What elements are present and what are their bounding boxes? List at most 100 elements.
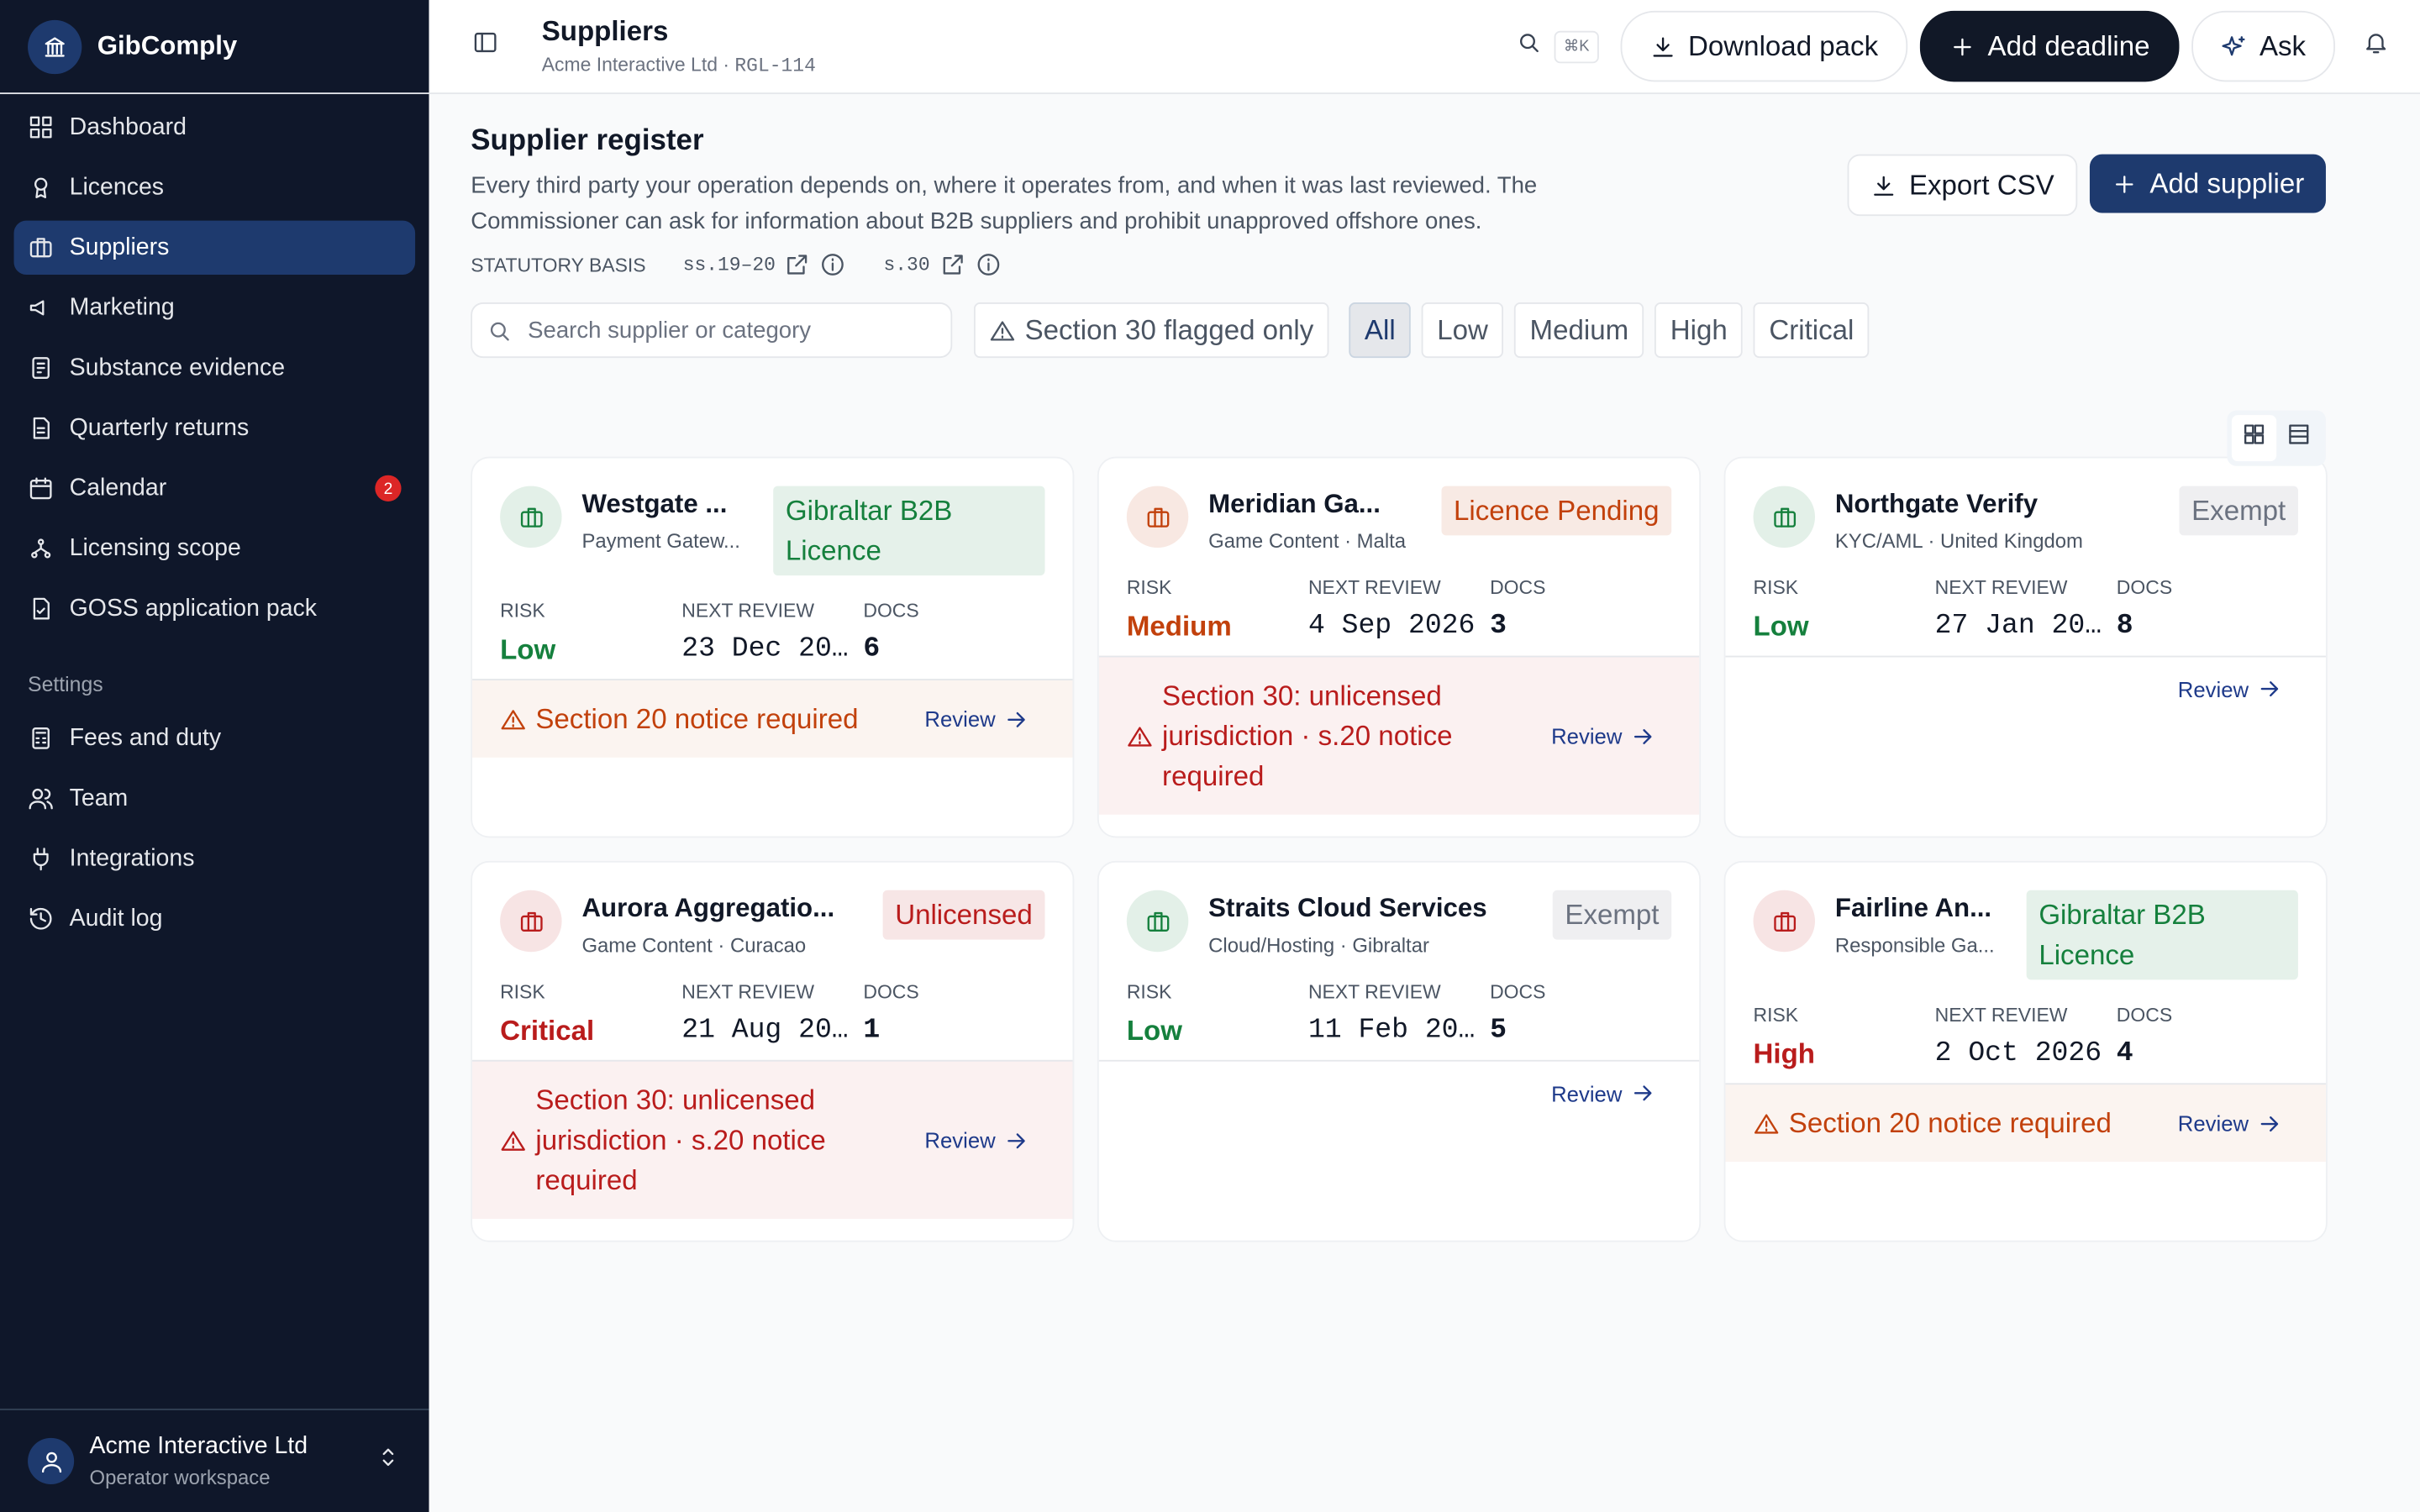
notifications[interactable]: [2363, 29, 2389, 63]
basis-label: STATUTORY BASIS: [471, 254, 646, 276]
view-toggle: [2227, 410, 2326, 466]
icon: [2115, 175, 2133, 192]
nav: Dashboard Licences Suppliers Marketing Subst…: [0, 100, 429, 635]
icon: [1874, 175, 1894, 195]
search-input[interactable]: Search supplier or category: [471, 302, 953, 359]
card-footer: Section 30: unlicensed jurisdiction · s.…: [472, 1059, 1073, 1220]
review-link[interactable]: Review: [1551, 1080, 1671, 1106]
review-link[interactable]: Review: [2178, 1110, 2298, 1137]
alert: Section 20 notice required: [1788, 1107, 2112, 1139]
stat-label: NEXT REVIEW: [1934, 576, 2068, 599]
list-view[interactable]: [2276, 415, 2321, 461]
icon: [2260, 1116, 2279, 1131]
nav-item[interactable]: Quarterly returns: [14, 402, 416, 455]
icon: [501, 1130, 525, 1150]
risk-filter[interactable]: High: [1655, 302, 1744, 359]
nav-item[interactable]: Suppliers: [13, 220, 416, 275]
stat-label: RISK: [1126, 981, 1172, 1003]
risk-value: Low: [1753, 611, 1809, 643]
download-button[interactable]: Download pack: [1620, 10, 1908, 82]
supplier-card[interactable]: Fairline An... Responsible Ga... Gibraltar…: [1723, 860, 2328, 1242]
nav-item[interactable]: GOSS application pack: [14, 581, 416, 635]
add-supplier-button[interactable]: Add supplier: [2089, 154, 2326, 213]
icon: [2244, 424, 2265, 444]
risk-filter[interactable]: Critical: [1753, 302, 1870, 359]
workspace-switcher[interactable]: Acme Interactive Ltd Operator workspace: [0, 1408, 429, 1512]
status-badge: Gibraltar B2B Licence: [2026, 890, 2298, 980]
stat-label: DOCS: [2116, 1004, 2173, 1026]
docs-count: 3: [1490, 611, 1507, 643]
nav-label: Marketing: [69, 293, 175, 321]
supplier-card[interactable]: Northgate Verify KYC/AML · United Kingdom…: [1723, 456, 2328, 838]
supplier-name: Fairline An...: [1834, 893, 1992, 923]
nav-label: GOSS application pack: [69, 595, 318, 622]
risk-value: High: [1753, 1038, 1816, 1069]
icon: [1634, 728, 1652, 744]
grid-view[interactable]: [2231, 415, 2277, 462]
supplier-name: Straits Cloud Services: [1208, 893, 1487, 923]
icon: [1007, 1132, 1025, 1148]
review-link[interactable]: Review: [2178, 675, 2298, 701]
review-link[interactable]: Review: [924, 1127, 1044, 1153]
nav-item[interactable]: Calendar 2: [14, 461, 416, 515]
risk-value: Low: [1126, 1015, 1182, 1047]
icon: [474, 32, 497, 53]
settings-nav: Fees and duty Team Integrations Audit log: [0, 711, 429, 946]
sidebar-toggle[interactable]: [472, 29, 498, 63]
supplier-card[interactable]: Straits Cloud Services Cloud/Hosting · Gi…: [1097, 860, 1702, 1242]
risk-filter[interactable]: Low: [1421, 302, 1504, 359]
supplier-icon: [1753, 486, 1816, 549]
stat-label: RISK: [500, 600, 545, 622]
supplier-card[interactable]: Aurora Aggregatio... Game Content · Curac…: [471, 860, 1075, 1242]
icon: [2222, 35, 2245, 55]
risk-filter[interactable]: Medium: [1514, 302, 1644, 359]
icon: [33, 848, 49, 871]
basis-ref[interactable]: s.30: [883, 254, 930, 276]
alert: Section 30: unlicensed jurisdiction · s.…: [1162, 680, 1453, 792]
supplier-meta: Responsible Ga...: [1834, 933, 1995, 957]
export-button[interactable]: Export CSV: [1847, 154, 2078, 217]
supplier-name: Aurora Aggregatio...: [581, 893, 835, 923]
review-link[interactable]: Review: [1551, 723, 1671, 749]
icon: [29, 300, 45, 316]
ask-button[interactable]: Ask: [2191, 10, 2335, 82]
supplier-card[interactable]: Westgate ... Payment Gatew... Gibraltar B2…: [471, 456, 1075, 838]
icon: [1653, 36, 1673, 56]
brand-name: GibComply: [97, 30, 238, 60]
nav-item[interactable]: Integrations: [14, 832, 416, 885]
icon: [32, 727, 50, 749]
stat-label: NEXT REVIEW: [681, 981, 815, 1003]
flag-filter[interactable]: Section 30 flagged only: [973, 302, 1329, 359]
filter-label: Section 30 flagged only: [1024, 313, 1314, 345]
nav-label: Audit log: [69, 905, 163, 932]
risk-filter[interactable]: All: [1349, 302, 1412, 359]
icon: [29, 907, 52, 930]
icon: [29, 477, 52, 500]
add-deadline-button[interactable]: Add deadline: [1919, 10, 2180, 82]
nav-item[interactable]: Fees and duty: [14, 711, 416, 765]
icon: [2260, 681, 2279, 697]
status-badge: Exempt: [1552, 890, 1672, 940]
nav-item[interactable]: Substance evidence: [14, 341, 416, 395]
nav-item[interactable]: Licensing scope: [14, 522, 416, 575]
supplier-name: Meridian Ga...: [1208, 489, 1381, 519]
nav-item[interactable]: Dashboard: [14, 100, 416, 154]
icon: [501, 709, 525, 729]
nav-item[interactable]: Audit log: [14, 892, 416, 946]
supplier-card[interactable]: Meridian Ga... Game Content · Malta Licenc…: [1097, 456, 1702, 838]
review-link[interactable]: Review: [924, 706, 1044, 732]
nav-item[interactable]: Marketing: [14, 281, 416, 334]
docs-count: 8: [2116, 611, 2133, 643]
avatar: [28, 1437, 75, 1484]
stats: RISK Low NEXT REVIEW 27 Jan 20… DOCS 8: [1725, 553, 2325, 656]
icon: [990, 320, 1015, 340]
nav-item[interactable]: Licences: [14, 160, 416, 214]
nav-item[interactable]: Team: [14, 771, 416, 825]
nav-label: Integrations: [69, 844, 195, 871]
card-footer: Review: [1098, 1059, 1700, 1125]
basis-ref[interactable]: ss.19–20: [682, 254, 776, 276]
stat-label: DOCS: [863, 981, 919, 1003]
icon: [1773, 507, 1796, 527]
search-button[interactable]: [1516, 29, 1542, 63]
stats: RISK Low NEXT REVIEW 11 Feb 20… DOCS 5: [1099, 957, 1699, 1060]
